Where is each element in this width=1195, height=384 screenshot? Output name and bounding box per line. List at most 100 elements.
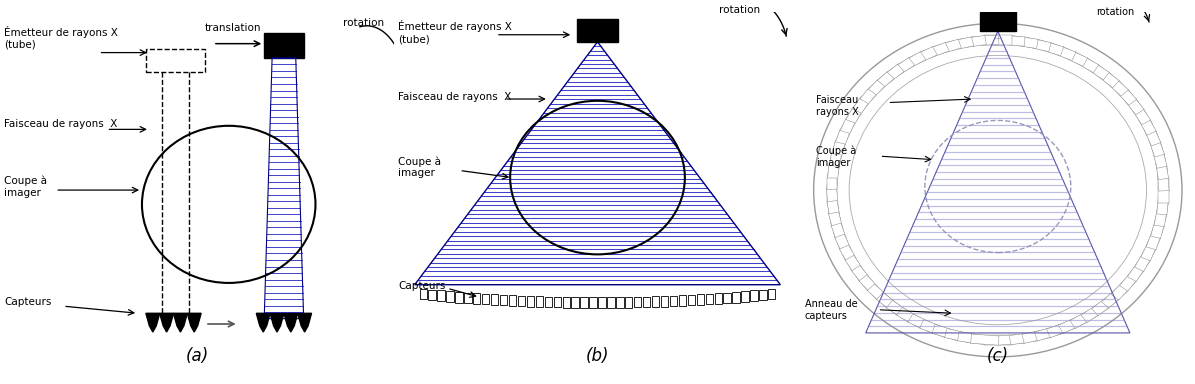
Polygon shape <box>897 308 926 328</box>
Polygon shape <box>859 80 884 105</box>
Polygon shape <box>687 295 695 305</box>
Polygon shape <box>897 52 926 73</box>
Polygon shape <box>839 109 862 135</box>
Polygon shape <box>957 35 986 48</box>
Polygon shape <box>1059 47 1087 66</box>
Polygon shape <box>437 290 445 301</box>
Text: Émetteur de rayons X
(tube): Émetteur de rayons X (tube) <box>398 20 513 44</box>
Polygon shape <box>1111 80 1136 105</box>
Polygon shape <box>980 12 1016 31</box>
Polygon shape <box>1022 329 1052 343</box>
Polygon shape <box>173 313 188 332</box>
Polygon shape <box>1047 43 1076 61</box>
Polygon shape <box>997 35 1025 46</box>
Polygon shape <box>1081 58 1109 80</box>
Polygon shape <box>852 265 876 291</box>
Text: Coupe à
imager: Coupe à imager <box>398 156 441 178</box>
Polygon shape <box>845 255 868 281</box>
Polygon shape <box>920 43 949 61</box>
Polygon shape <box>661 296 668 307</box>
Polygon shape <box>835 119 854 146</box>
Polygon shape <box>733 292 740 303</box>
Polygon shape <box>482 294 490 305</box>
Polygon shape <box>625 297 632 308</box>
Polygon shape <box>887 58 914 80</box>
Polygon shape <box>491 294 498 305</box>
Text: Faisceau de rayons  X: Faisceau de rayons X <box>4 119 117 129</box>
Polygon shape <box>599 297 606 308</box>
Polygon shape <box>835 234 854 261</box>
Polygon shape <box>1154 200 1169 227</box>
Polygon shape <box>1157 189 1169 215</box>
Polygon shape <box>160 313 173 332</box>
Polygon shape <box>1091 65 1120 88</box>
Polygon shape <box>1146 131 1164 157</box>
Polygon shape <box>697 294 704 305</box>
Polygon shape <box>270 313 284 332</box>
Polygon shape <box>970 35 999 46</box>
Polygon shape <box>517 296 525 306</box>
Polygon shape <box>1158 177 1169 203</box>
Text: (a): (a) <box>185 347 209 365</box>
Polygon shape <box>944 37 974 51</box>
Polygon shape <box>429 290 436 300</box>
Polygon shape <box>617 297 624 308</box>
Polygon shape <box>944 329 974 343</box>
Polygon shape <box>1157 166 1169 191</box>
Polygon shape <box>759 290 766 300</box>
Polygon shape <box>1141 234 1160 261</box>
Polygon shape <box>553 297 560 308</box>
Polygon shape <box>1151 142 1168 168</box>
Polygon shape <box>509 295 516 306</box>
Polygon shape <box>1146 223 1164 250</box>
Polygon shape <box>1128 255 1151 281</box>
Polygon shape <box>832 131 850 157</box>
Polygon shape <box>983 336 1012 345</box>
Polygon shape <box>828 212 845 238</box>
Polygon shape <box>932 324 961 341</box>
Polygon shape <box>852 89 876 115</box>
Polygon shape <box>1070 308 1098 328</box>
Polygon shape <box>827 154 841 180</box>
Text: rotation: rotation <box>343 18 385 28</box>
Text: translation: translation <box>206 23 262 33</box>
Text: Coupe à
imager: Coupe à imager <box>816 146 857 167</box>
Polygon shape <box>741 291 748 302</box>
Polygon shape <box>750 290 758 301</box>
Polygon shape <box>581 297 588 308</box>
Polygon shape <box>768 289 776 300</box>
Polygon shape <box>705 294 713 305</box>
Polygon shape <box>723 293 731 303</box>
Polygon shape <box>1151 212 1168 238</box>
Polygon shape <box>652 296 660 307</box>
Polygon shape <box>839 245 862 271</box>
Polygon shape <box>1059 314 1087 333</box>
Polygon shape <box>563 297 570 308</box>
Text: (c): (c) <box>987 347 1009 365</box>
Text: (b): (b) <box>586 347 609 365</box>
Polygon shape <box>1091 293 1120 316</box>
Polygon shape <box>455 292 462 303</box>
Polygon shape <box>1134 245 1157 271</box>
Polygon shape <box>635 297 642 308</box>
Polygon shape <box>535 296 543 307</box>
Polygon shape <box>1010 35 1038 48</box>
Polygon shape <box>1128 99 1151 125</box>
Text: Anneau de
capteurs: Anneau de capteurs <box>804 299 857 321</box>
Polygon shape <box>419 289 427 300</box>
Polygon shape <box>146 313 160 332</box>
Polygon shape <box>997 334 1025 345</box>
Polygon shape <box>679 295 686 306</box>
Polygon shape <box>827 189 839 215</box>
Polygon shape <box>876 293 905 316</box>
Text: Faisceau
rayons X: Faisceau rayons X <box>816 96 859 117</box>
Text: Émetteur de rayons X
(tube): Émetteur de rayons X (tube) <box>4 26 118 50</box>
Polygon shape <box>920 319 949 338</box>
Polygon shape <box>577 19 618 42</box>
Polygon shape <box>284 313 298 332</box>
Text: Coupe à
imager: Coupe à imager <box>4 176 47 198</box>
Polygon shape <box>908 314 937 333</box>
Polygon shape <box>1070 52 1098 73</box>
Text: Capteurs: Capteurs <box>398 281 446 291</box>
Polygon shape <box>589 297 596 308</box>
